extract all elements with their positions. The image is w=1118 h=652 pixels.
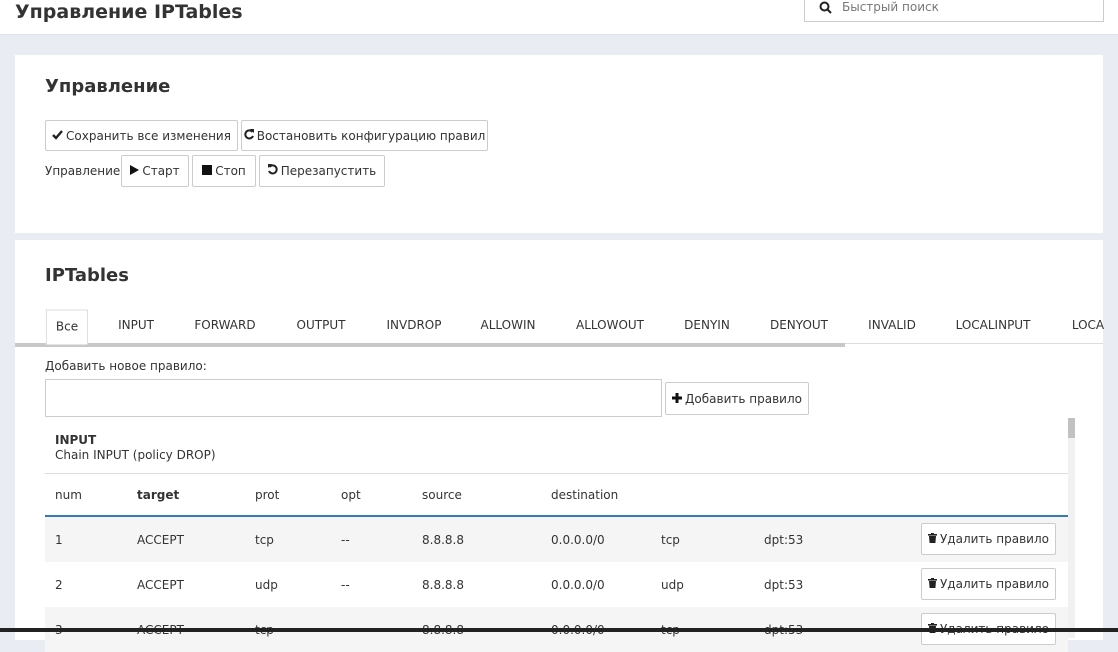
column-header: destination [551,488,619,502]
panel-title: IPTables [45,265,129,286]
save-button[interactable]: Сохранить все изменения [45,120,238,151]
table-cell: -- [341,533,350,547]
tab-scrollbar [15,343,845,347]
table-cell: 8.8.8.8 [422,578,464,592]
scrollbar [1068,418,1075,638]
tab[interactable]: ALLOWOUT [575,318,645,332]
start-button[interactable]: Старт [121,155,189,187]
table-cell: tcp [661,533,680,547]
tab[interactable]: LOCA [1071,318,1105,332]
button-label: Старт [142,164,180,178]
table-cell: 1 [55,533,63,547]
header-underline [45,515,1068,517]
button-label: Удалить правило [939,577,1049,591]
chain-description: Chain INPUT (policy DROP) [55,448,216,462]
add-rule-button[interactable]: Добавить правило [665,382,809,415]
divider [45,473,1068,474]
search-placeholder: Быстрый поиск [842,0,939,14]
restore-button[interactable]: Востановить конфигурацию правил [241,120,488,151]
icon [202,164,213,178]
tab[interactable]: INVDROP [386,318,442,332]
table-cell: udp [661,578,684,592]
tab[interactable]: LOCALINPUT [955,318,1031,332]
column-header: target [137,488,180,502]
tab[interactable]: DENYIN [684,318,730,332]
search-box[interactable]: Быстрый поиск [804,0,1104,22]
table-cell: dpt:53 [764,578,804,592]
icon [672,392,683,406]
button-label: Удалить правило [939,532,1049,546]
restart-button[interactable]: Перезапустить [259,155,385,187]
tab[interactable]: INVALID [868,318,916,332]
column-header: source [422,488,462,502]
column-header: prot [255,488,280,502]
delete-rule-button[interactable]: Удалить правило [921,523,1056,555]
button-label: Востановить конфигурацию правил [256,128,486,143]
table-cell: -- [341,578,350,592]
table-row [45,517,1068,562]
add-rule-label: Добавить новое правило: [45,359,207,373]
table-cell: udp [255,578,278,592]
tab[interactable]: DENYOUT [769,318,829,332]
table-cell: 0.0.0.0/0 [551,533,605,547]
tab[interactable]: INPUT [118,318,154,332]
icon [244,128,254,143]
column-header: num [55,488,82,502]
stop-button[interactable]: Стоп [192,155,256,187]
table-cell: 2 [55,578,63,592]
search-icon [819,1,832,14]
button-label: Добавить правило [685,391,802,406]
delete-rule-button[interactable]: Удалить правило [921,568,1056,600]
button-label: Сохранить все изменения [66,128,231,143]
table-cell: 0.0.0.0/0 [551,578,605,592]
table-cell: tcp [255,533,274,547]
icon [267,164,278,178]
chain-name: INPUT [55,433,97,447]
tab[interactable]: ALLOWIN [480,318,536,332]
table-cell: ACCEPT [137,533,184,547]
table-cell: dpt:53 [764,533,804,547]
icon [52,129,63,143]
table-cell: 8.8.8.8 [422,533,464,547]
table-row [45,562,1068,607]
table-cell: ACCEPT [137,578,184,592]
tab[interactable]: OUTPUT [296,318,346,332]
rule-input[interactable] [45,379,662,417]
icon [130,164,140,178]
button-label: Стоп [215,164,246,178]
bottom-edge [0,628,1118,632]
button-label: Перезапустить [280,164,377,178]
column-header: opt [341,488,361,502]
page-title: Управление IPTables [15,1,243,23]
icon [927,532,937,546]
panel-title: Управление [45,76,171,97]
tab[interactable]: Все [45,309,89,345]
tab[interactable]: FORWARD [194,318,256,332]
control-label: Управление: [45,164,125,178]
icon [927,577,937,591]
